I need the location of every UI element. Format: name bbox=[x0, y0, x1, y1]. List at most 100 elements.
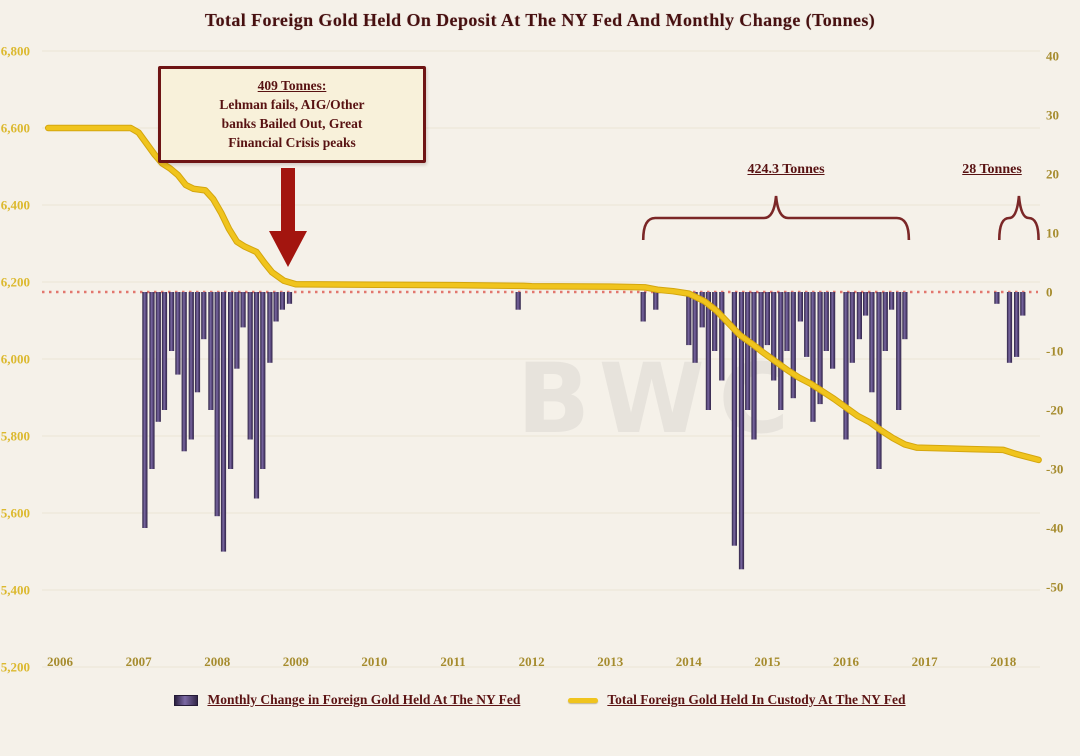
x-axis-year-tick: 2018 bbox=[990, 654, 1017, 669]
right-axis-tick: 20 bbox=[1046, 167, 1059, 182]
monthly-change-bar bbox=[771, 292, 777, 381]
monthly-change-bar bbox=[240, 292, 246, 328]
x-axis-year-tick: 2011 bbox=[440, 654, 465, 669]
monthly-change-bar bbox=[719, 292, 725, 381]
monthly-change-bar bbox=[175, 292, 181, 375]
monthly-change-bar bbox=[142, 292, 148, 528]
monthly-change-bar bbox=[849, 292, 855, 363]
monthly-change-bar bbox=[208, 292, 214, 410]
monthly-change-bar bbox=[149, 292, 155, 469]
bar-swatch-icon bbox=[174, 694, 199, 706]
monthly-change-bar bbox=[686, 292, 692, 346]
monthly-change-bar bbox=[778, 292, 784, 410]
monthly-change-bar bbox=[169, 292, 175, 351]
monthly-change-bar bbox=[161, 292, 168, 410]
monthly-change-bar bbox=[790, 292, 796, 399]
watermark: BWC bbox=[517, 343, 803, 455]
monthly-change-bar bbox=[253, 292, 260, 499]
monthly-change-bar bbox=[279, 292, 285, 310]
monthly-change-bar bbox=[797, 292, 803, 322]
bracket-large-label: 424.3 Tonnes bbox=[747, 162, 825, 177]
monthly-change-bar bbox=[882, 292, 888, 351]
left-axis-tick: 6,800 bbox=[1, 44, 30, 59]
monthly-change-bar bbox=[863, 292, 869, 316]
bracket-small-label: 28 Tonnes bbox=[962, 162, 1022, 177]
right-axis-tick: -20 bbox=[1046, 403, 1063, 418]
right-axis-tick: 40 bbox=[1046, 49, 1059, 64]
monthly-change-bar bbox=[1014, 292, 1020, 357]
monthly-change-bar bbox=[705, 292, 711, 410]
bracket-large bbox=[641, 195, 911, 241]
right-axis-tick: -40 bbox=[1046, 521, 1063, 536]
line-swatch-icon bbox=[568, 697, 599, 703]
x-axis-year-tick: 2009 bbox=[283, 654, 310, 669]
monthly-change-bar bbox=[194, 292, 201, 393]
legend-label: Total Foreign Gold Held In Custody At Th… bbox=[607, 692, 906, 707]
right-axis-tick: -30 bbox=[1046, 462, 1063, 477]
x-axis-year-tick: 2010 bbox=[361, 654, 387, 669]
x-axis-year-tick: 2012 bbox=[519, 654, 545, 669]
legend-item-monthly-change: Monthly Change in Foreign Gold Held At T… bbox=[174, 692, 520, 708]
monthly-change-bar bbox=[745, 292, 751, 410]
monthly-change-bar bbox=[155, 292, 161, 422]
monthly-change-bar bbox=[751, 292, 757, 440]
monthly-change-bar bbox=[201, 292, 207, 340]
custody-line bbox=[45, 125, 1041, 463]
monthly-change-bar bbox=[994, 292, 1000, 304]
monthly-change-bar bbox=[260, 292, 266, 469]
x-axis-year-tick: 2017 bbox=[912, 654, 939, 669]
crisis-arrow-icon bbox=[269, 168, 307, 267]
left-axis-tick: 5,200 bbox=[1, 660, 30, 675]
crisis-annotation-heading: 409 Tonnes: bbox=[257, 78, 327, 93]
legend-label: Monthly Change in Foreign Gold Held At T… bbox=[207, 692, 521, 707]
left-axis-tick: 5,400 bbox=[1, 583, 30, 598]
monthly-change-bar bbox=[830, 292, 836, 369]
crisis-annotation-line: Lehman fails, AIG/Other bbox=[219, 97, 365, 112]
monthly-change-bar bbox=[764, 292, 770, 346]
chart-title: Total Foreign Gold Held On Deposit At Th… bbox=[204, 10, 876, 30]
crisis-annotation-line: Financial Crisis peaks bbox=[228, 135, 356, 150]
x-axis-year-tick: 2007 bbox=[126, 654, 153, 669]
left-axis-tick: 6,600 bbox=[1, 121, 30, 136]
monthly-change-bar bbox=[1020, 292, 1026, 316]
bracket-small bbox=[997, 195, 1040, 241]
monthly-change-bar bbox=[896, 292, 902, 410]
right-axis-tick: 0 bbox=[1046, 285, 1053, 300]
monthly-change-bar bbox=[267, 292, 273, 363]
left-axis-tick: 6,000 bbox=[1, 352, 30, 367]
monthly-change-bar bbox=[273, 292, 279, 322]
monthly-change-bar bbox=[220, 292, 227, 552]
monthly-change-bar bbox=[869, 292, 875, 393]
right-axis-tick: -10 bbox=[1046, 344, 1063, 359]
x-axis-year-tick: 2016 bbox=[833, 654, 860, 669]
left-axis-tick: 5,600 bbox=[1, 506, 30, 521]
monthly-change-bar bbox=[188, 292, 194, 440]
monthly-change-bar bbox=[699, 292, 705, 328]
left-axis-tick: 5,800 bbox=[1, 429, 30, 444]
monthly-change-bar bbox=[181, 292, 187, 452]
x-axis-year-tick: 2013 bbox=[597, 654, 624, 669]
monthly-change-bar bbox=[214, 292, 220, 517]
monthly-change-bar bbox=[738, 292, 745, 570]
monthly-change-bar bbox=[712, 292, 718, 351]
monthly-change-bar bbox=[817, 292, 823, 405]
right-axis-tick: -50 bbox=[1046, 580, 1063, 595]
legend-item-custody: Total Foreign Gold Held In Custody At Th… bbox=[568, 692, 906, 708]
monthly-change-bar bbox=[810, 292, 816, 422]
monthly-change-bar bbox=[843, 292, 849, 440]
monthly-change-bar bbox=[876, 292, 882, 469]
monthly-change-bar bbox=[515, 292, 521, 310]
monthly-change-bar bbox=[653, 292, 659, 310]
monthly-change-bar bbox=[889, 292, 895, 310]
monthly-change-bar bbox=[286, 292, 293, 304]
crisis-annotation-line: banks Bailed Out, Great bbox=[221, 116, 363, 131]
right-axis-tick: 10 bbox=[1046, 226, 1059, 241]
monthly-change-bar bbox=[804, 292, 810, 357]
right-axis-tick: 30 bbox=[1046, 108, 1059, 123]
x-axis-year-tick: 2006 bbox=[47, 654, 74, 669]
x-axis-year-tick: 2014 bbox=[676, 654, 703, 669]
monthly-change-bar bbox=[247, 292, 253, 440]
monthly-change-bar bbox=[228, 292, 234, 469]
crisis-annotation-box: 409 Tonnes: Lehman fails, AIG/Other bank… bbox=[158, 66, 426, 163]
